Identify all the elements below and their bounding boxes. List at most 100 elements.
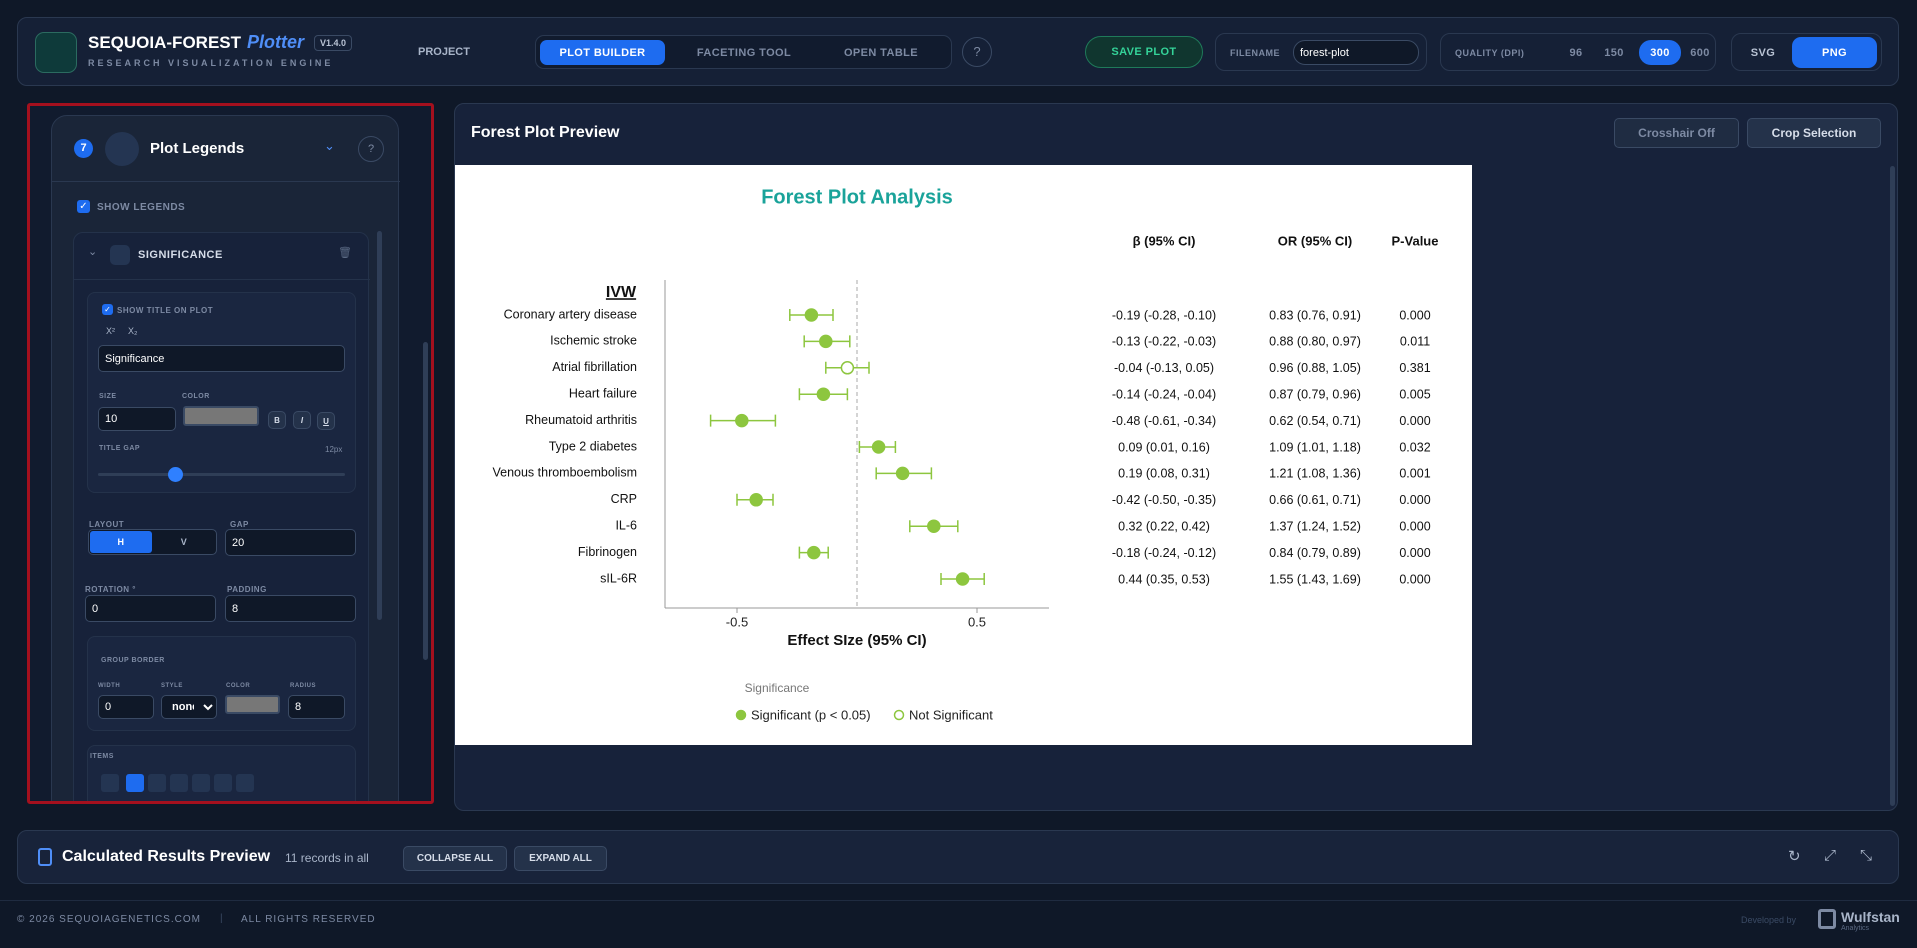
table-cell: 0.000 xyxy=(1399,414,1430,428)
project-menu[interactable]: PROJECT xyxy=(418,46,470,58)
section-icon xyxy=(110,245,130,265)
dpi-option[interactable]: 96 xyxy=(1569,46,1583,59)
legend-label: Not Significant xyxy=(909,707,993,722)
item-icon[interactable] xyxy=(236,774,254,792)
delete-button[interactable]: 🗑 xyxy=(338,247,352,259)
slider-track[interactable] xyxy=(98,473,345,476)
item-icon[interactable] xyxy=(148,774,166,792)
x-tick-label: 0.5 xyxy=(968,614,986,629)
layout-option[interactable]: H xyxy=(90,531,152,553)
layout-option[interactable]: V xyxy=(180,537,188,547)
point xyxy=(804,308,819,322)
section-toggle[interactable]: ⌄ xyxy=(88,246,98,258)
gap-input[interactable] xyxy=(225,529,356,556)
tab[interactable]: PLOT BUILDER xyxy=(540,40,665,65)
tab[interactable]: FACETING TOOL xyxy=(696,46,792,59)
italic-button[interactable]: I xyxy=(293,411,311,429)
color-swatch[interactable] xyxy=(183,406,259,426)
crosshair-button[interactable]: Crosshair Off xyxy=(1614,118,1739,148)
checkbox[interactable]: ✓ xyxy=(102,304,113,315)
reset-button[interactable]: ↻ xyxy=(1788,848,1801,865)
padding-input[interactable] xyxy=(225,595,356,622)
filename-group: FILENAME xyxy=(1215,33,1427,71)
style-select[interactable]: none xyxy=(161,695,217,719)
expand-button[interactable]: ⤢ xyxy=(1824,847,1837,864)
filename-input[interactable] xyxy=(1293,40,1419,65)
legend-section: ⌄ SIGNIFICANCE 🗑 ✓ SHOW TITLE ON PLOT X²… xyxy=(73,232,370,801)
table-cell: 0.62 (0.54, 0.71) xyxy=(1269,414,1361,428)
checkbox-label: SHOW TITLE ON PLOT xyxy=(117,306,214,315)
table-cell: 1.55 (1.43, 1.69) xyxy=(1269,572,1361,586)
table-cell: 0.66 (0.61, 0.71) xyxy=(1269,493,1361,507)
color-label: COLOR xyxy=(182,393,210,400)
item-icon[interactable] xyxy=(192,774,210,792)
format-group: SVG PNG xyxy=(1731,33,1882,71)
dpi-option[interactable]: 300 xyxy=(1639,40,1681,65)
item-icon[interactable] xyxy=(170,774,188,792)
group-label: IVW xyxy=(606,284,637,301)
rotation-input[interactable] xyxy=(85,595,216,622)
point xyxy=(749,493,763,507)
table-cell: 0.84 (0.79, 0.89) xyxy=(1269,546,1361,560)
table-cell: 0.44 (0.35, 0.53) xyxy=(1118,572,1210,586)
superscript-button[interactable]: X² xyxy=(106,326,115,336)
title-input[interactable] xyxy=(98,345,345,372)
gap-label: GAP xyxy=(230,520,249,529)
table-cell: 0.000 xyxy=(1399,546,1430,560)
table-cell: 0.000 xyxy=(1399,308,1430,322)
dpi-option[interactable]: 150 xyxy=(1604,46,1624,59)
legend-marker xyxy=(893,709,905,721)
table-cell: -0.13 (-0.22, -0.03) xyxy=(1112,335,1216,349)
size-label: SIZE xyxy=(99,393,117,400)
format-option[interactable]: PNG xyxy=(1792,37,1877,68)
forest-plot: Forest Plot Analysis β (95% CI) -0.19 (-0.… xyxy=(455,165,1472,745)
x-axis-label: Effect SIze (95% CI) xyxy=(787,632,926,649)
legend-card: 7 Plot Legends ⌄ ? ✓ SHOW LEGENDS ⌄ SIGN… xyxy=(51,115,400,801)
scrollbar[interactable] xyxy=(1890,166,1895,806)
scrollbar[interactable] xyxy=(377,231,382,620)
legend-icon xyxy=(105,132,139,166)
item-icon[interactable] xyxy=(101,774,119,792)
border-color-label: COLOR xyxy=(226,683,251,689)
save-button[interactable]: SAVE PLOT xyxy=(1085,36,1203,68)
crop-button[interactable]: Crop Selection xyxy=(1747,118,1881,148)
quality-label: QUALITY (DPI) xyxy=(1455,48,1525,58)
collapse-toggle[interactable]: ⌄ xyxy=(324,138,335,153)
underline-button[interactable]: U xyxy=(317,412,335,430)
table-cell: -0.48 (-0.61, -0.34) xyxy=(1112,414,1216,428)
title-gap-label: TITLE GAP xyxy=(99,445,141,452)
collapse-all[interactable]: COLLAPSE ALL xyxy=(403,846,507,871)
table-cell: 0.88 (0.80, 0.97) xyxy=(1269,335,1361,349)
item-icon[interactable] xyxy=(214,774,232,792)
radius-label: RADIUS xyxy=(290,683,317,689)
point xyxy=(871,440,886,454)
help-button[interactable]: ? xyxy=(358,136,384,162)
rights: ALL RIGHTS RESERVED xyxy=(241,914,376,925)
tab[interactable]: OPEN TABLE xyxy=(843,46,919,59)
checkbox[interactable]: ✓ xyxy=(77,200,90,213)
expand-all[interactable]: EXPAND ALL xyxy=(514,846,607,871)
table-cell: -0.04 (-0.13, 0.05) xyxy=(1114,361,1214,375)
subscript-button[interactable]: X₂ xyxy=(128,326,138,336)
width-input[interactable] xyxy=(98,695,154,719)
column-header: OR (95% CI) xyxy=(1278,233,1352,248)
bold-button[interactable]: B xyxy=(268,411,286,429)
item-icon[interactable] xyxy=(126,774,144,792)
brand: SEQUOIA-FOREST xyxy=(88,33,242,52)
help-button[interactable]: ? xyxy=(962,37,992,67)
slider-thumb[interactable] xyxy=(168,467,183,482)
table-cell: 0.000 xyxy=(1399,519,1430,533)
table-cell: 1.09 (1.01, 1.18) xyxy=(1269,440,1361,454)
separator: | xyxy=(220,913,223,924)
size-input[interactable] xyxy=(98,407,176,431)
format-option[interactable]: SVG xyxy=(1750,46,1776,59)
fullscreen-button[interactable]: ⤡ xyxy=(1860,847,1873,864)
scrollbar[interactable] xyxy=(423,342,428,660)
dpi-option[interactable]: 600 xyxy=(1690,46,1710,59)
radius-input[interactable] xyxy=(288,695,345,719)
items-settings: ITEMS xyxy=(87,745,356,801)
preview-title: Forest Plot Preview xyxy=(471,124,620,141)
company-sub: Analytics xyxy=(1841,925,1870,932)
border-color-swatch[interactable] xyxy=(225,695,280,714)
